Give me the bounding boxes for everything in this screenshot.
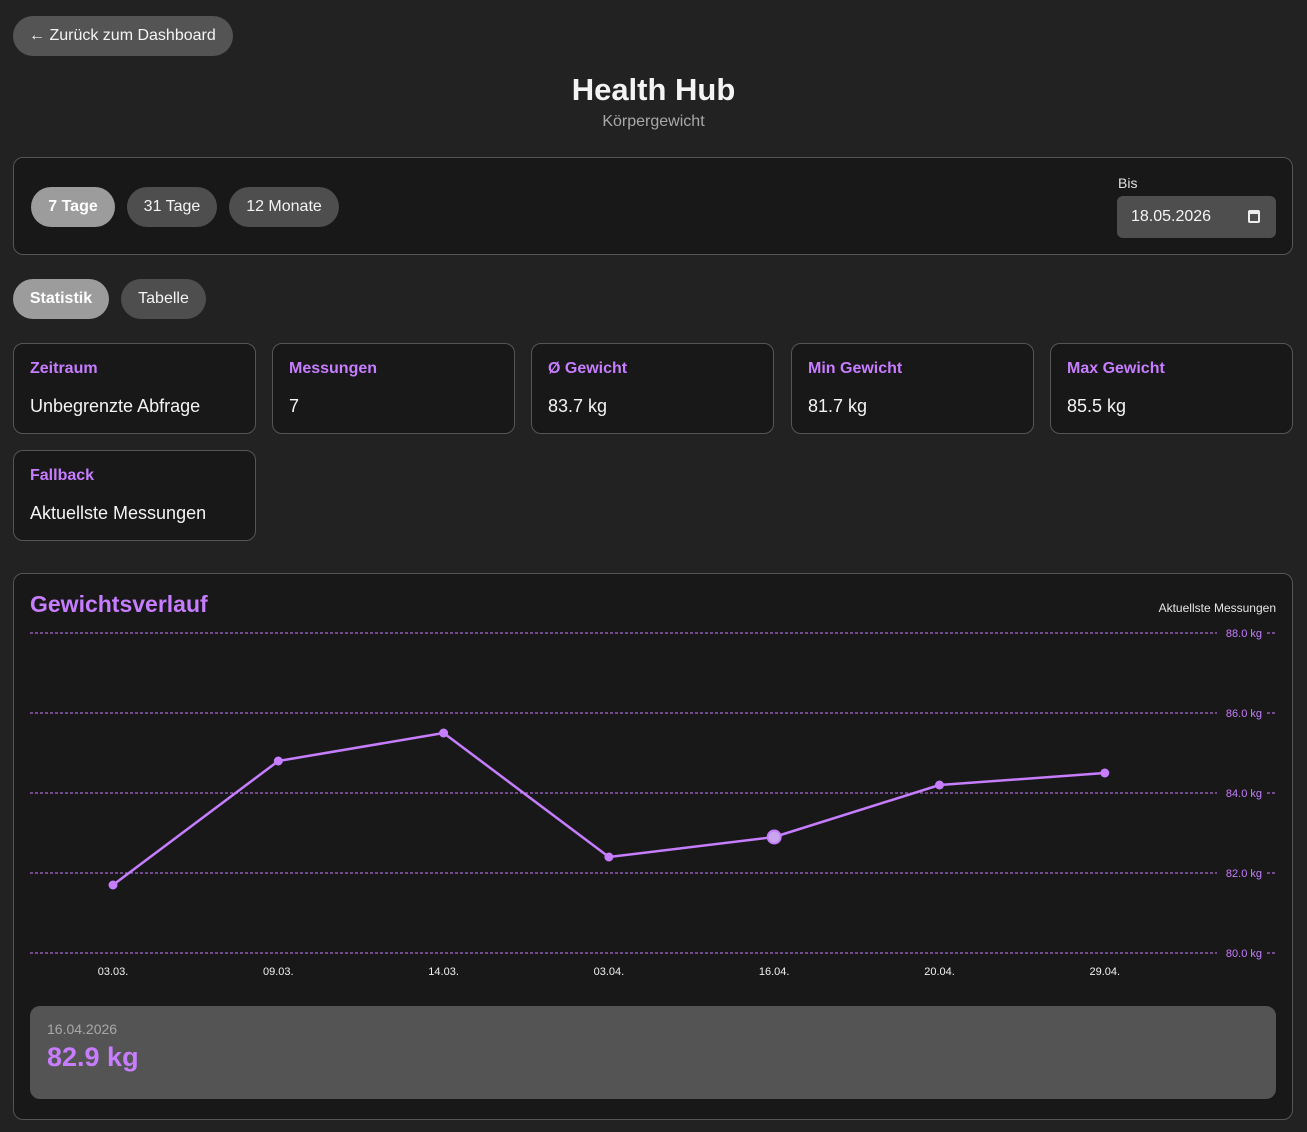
until-label: Bis — [1118, 175, 1138, 191]
chart-badge: Aktuellste Messungen — [1159, 601, 1276, 615]
weight-line-chart[interactable]: Aktuellste Messungen 88.0 kg 86.0 kg 84.0 … — [14, 574, 1292, 1004]
stat-card-min-weight: Min Gewicht 81.7 kg — [791, 343, 1034, 434]
stat-label: Ø Gewicht — [548, 360, 628, 377]
chart-title: Gewichtsverlauf — [30, 591, 208, 617]
stat-card-messungen: Messungen 7 — [272, 343, 515, 434]
calendar-icon[interactable] — [1248, 210, 1260, 223]
x-tick-label: 20.04. — [924, 966, 955, 978]
data-point[interactable] — [935, 780, 944, 790]
page-title: Health Hub — [571, 72, 736, 107]
y-tick-label: 88.0 kg — [1226, 628, 1262, 640]
x-tick-label: 03.03. — [98, 966, 129, 978]
data-point[interactable] — [1100, 768, 1110, 778]
y-tick-label: 82.0 kg — [1226, 868, 1262, 880]
stat-card-zeitraum: Zeitraum Unbegrenzte Abfrage — [13, 343, 256, 434]
stat-value: 81.7 kg — [808, 396, 868, 416]
y-tick-label: 86.0 kg — [1226, 708, 1262, 720]
x-tick-label: 09.03. — [263, 966, 294, 978]
weight-series-line — [112, 731, 1105, 886]
stat-value: 7 — [289, 396, 300, 416]
stat-card-fallback: Fallback Aktuellste Messungen — [13, 450, 256, 541]
data-point[interactable] — [108, 880, 118, 890]
stat-value: Unbegrenzte Abfrage — [30, 396, 201, 416]
x-tick-label: 16.04. — [759, 966, 790, 978]
stat-label: Fallback — [30, 467, 95, 484]
data-point[interactable] — [766, 829, 782, 845]
data-point[interactable] — [439, 728, 449, 738]
data-point[interactable] — [273, 756, 283, 766]
stat-label: Zeitraum — [30, 360, 98, 377]
weight-chart-panel: Gewichtsverlauf Aktuellste Messungen 88.… — [13, 573, 1293, 1120]
tab-statistik[interactable]: Statistik — [13, 279, 109, 319]
range-12-months-button[interactable]: 12 Monate — [229, 187, 339, 227]
stat-value: Aktuellste Messungen — [30, 503, 207, 523]
stat-value: 83.7 kg — [548, 396, 608, 416]
back-to-dashboard-button[interactable]: ← Zurück zum Dashboard — [13, 16, 233, 56]
stat-card-max-weight: Max Gewicht 85.5 kg — [1050, 343, 1293, 434]
tab-tabelle[interactable]: Tabelle — [121, 279, 206, 319]
x-tick-label: 03.04. — [594, 966, 625, 978]
y-tick-label: 80.0 kg — [1226, 948, 1262, 960]
page-subtitle: Körpergewicht — [602, 113, 705, 130]
stat-label: Min Gewicht — [808, 360, 903, 377]
stat-value: 85.5 kg — [1067, 396, 1127, 416]
stat-label: Max Gewicht — [1067, 360, 1165, 377]
until-date-input[interactable]: 18.05.2026 — [1117, 196, 1276, 238]
x-tick-label: 14.03. — [428, 966, 459, 978]
data-point[interactable] — [604, 852, 614, 862]
range-7-days-button[interactable]: 7 Tage — [31, 187, 115, 227]
range-31-days-button[interactable]: 31 Tage — [127, 187, 217, 227]
tooltip-panel: 16.04.2026 82.9 kg — [30, 1006, 1276, 1099]
y-tick-label: 84.0 kg — [1226, 788, 1262, 800]
stat-label: Messungen — [289, 360, 378, 377]
page-header: Health Hub Körpergewicht — [0, 70, 1307, 131]
stat-card-avg-weight: Ø Gewicht 83.7 kg — [531, 343, 774, 434]
tooltip-date: 16.04.2026 — [47, 1021, 118, 1037]
until-date-value: 18.05.2026 — [1131, 208, 1212, 225]
x-tick-label: 29.04. — [1090, 966, 1121, 978]
filter-panel: 7 Tage 31 Tage 12 Monate Bis 18.05.2026 — [13, 157, 1293, 255]
tooltip-value: 82.9 kg — [47, 1042, 139, 1072]
